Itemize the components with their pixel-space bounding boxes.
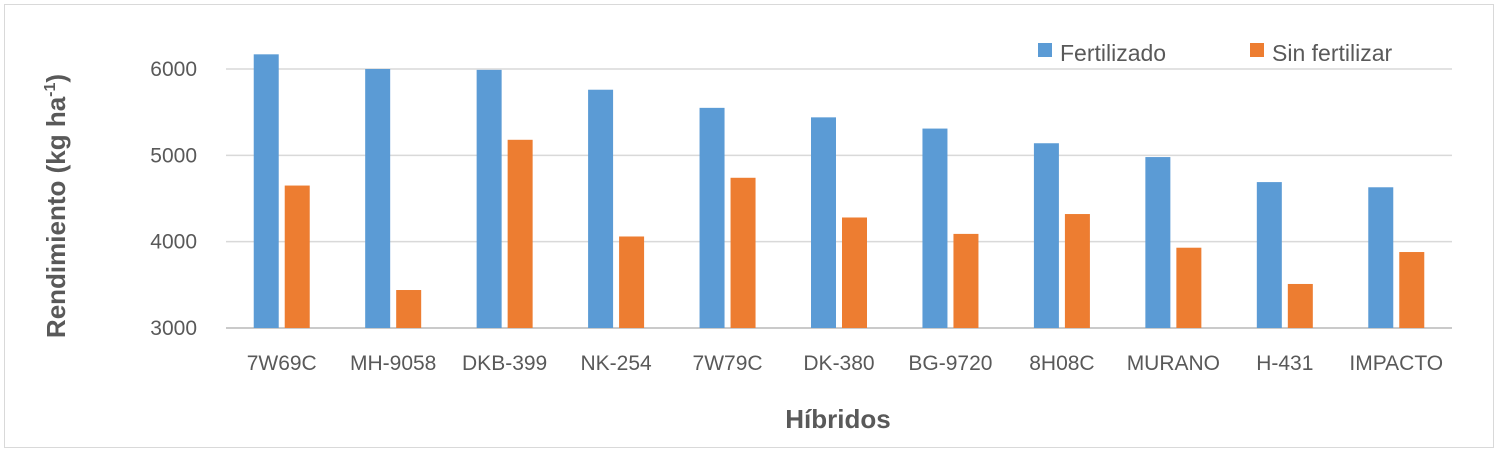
- x-tick-label: 8H08C: [1029, 352, 1094, 375]
- bar-fertilizado: [1368, 187, 1394, 328]
- x-tick-labels: 7W69C MH-9058 DKB-399 NK-254 7W79C DK-380 BG-9…: [247, 352, 1443, 375]
- y-tick-label: 6000: [150, 58, 197, 81]
- bar-sin-fertilizar: [842, 217, 867, 328]
- bar-sin-fertilizar: [1176, 247, 1202, 328]
- x-tick-label: H-431: [1256, 352, 1313, 375]
- bar-sin-fertilizar: [507, 139, 533, 328]
- bar-fertilizado: [1145, 157, 1171, 328]
- bar-fertilizado: [476, 69, 502, 328]
- bar-sin-fertilizar: [284, 185, 310, 328]
- y-axis-title-superscript: -1: [42, 83, 59, 97]
- bar-fertilizado: [922, 128, 948, 328]
- bar-sin-fertilizar: [953, 233, 979, 328]
- y-tick-labels: 3000 4000 5000 6000: [150, 58, 197, 340]
- bar-fertilizado: [699, 107, 725, 328]
- legend-label-fertilizado: Fertilizado: [1060, 40, 1166, 66]
- bar-fertilizado: [1256, 182, 1282, 328]
- x-tick-label: DKB-399: [462, 352, 547, 375]
- x-tick-label: IMPACTO: [1349, 352, 1443, 375]
- bars: [253, 54, 1425, 328]
- gridlines: [226, 68, 1452, 329]
- bar-sin-fertilizar: [730, 177, 756, 328]
- x-axis-title: Híbridos: [785, 404, 890, 434]
- bar-fertilizado: [253, 54, 279, 328]
- y-axis-title-close: ): [41, 74, 71, 83]
- y-tick-label: 4000: [150, 231, 197, 254]
- bar-sin-fertilizar: [396, 290, 422, 328]
- legend-swatch-fertilizado: [1038, 43, 1052, 57]
- y-tick-label: 3000: [150, 317, 197, 340]
- bar-sin-fertilizar: [1287, 283, 1313, 328]
- y-axis-title-main: Rendimiento (kg ha: [41, 96, 71, 338]
- bar-fertilizado: [811, 117, 836, 328]
- bar-sin-fertilizar: [619, 236, 645, 328]
- legend-label-sin-fertilizar: Sin fertilizar: [1272, 40, 1392, 66]
- bar-fertilizado: [588, 89, 614, 328]
- x-tick-label: 7W69C: [247, 352, 317, 375]
- y-tick-label: 5000: [150, 144, 197, 167]
- legend: Fertilizado Sin fertilizar: [1038, 40, 1392, 66]
- legend-swatch-sin-fertilizar: [1250, 43, 1264, 57]
- bar-sin-fertilizar: [1064, 214, 1090, 328]
- y-axis-title: Rendimiento (kg ha-1): [41, 74, 71, 338]
- x-tick-label: MURANO: [1127, 352, 1220, 375]
- x-tick-label: 7W79C: [693, 352, 763, 375]
- bar-fertilizado: [1033, 143, 1059, 328]
- x-tick-label: DK-380: [803, 352, 874, 375]
- x-tick-label: BG-9720: [908, 352, 992, 375]
- x-tick-label: MH-9058: [350, 352, 436, 375]
- x-tick-label: NK-254: [580, 352, 652, 375]
- bar-sin-fertilizar: [1399, 252, 1425, 328]
- bar-fertilizado: [365, 69, 391, 328]
